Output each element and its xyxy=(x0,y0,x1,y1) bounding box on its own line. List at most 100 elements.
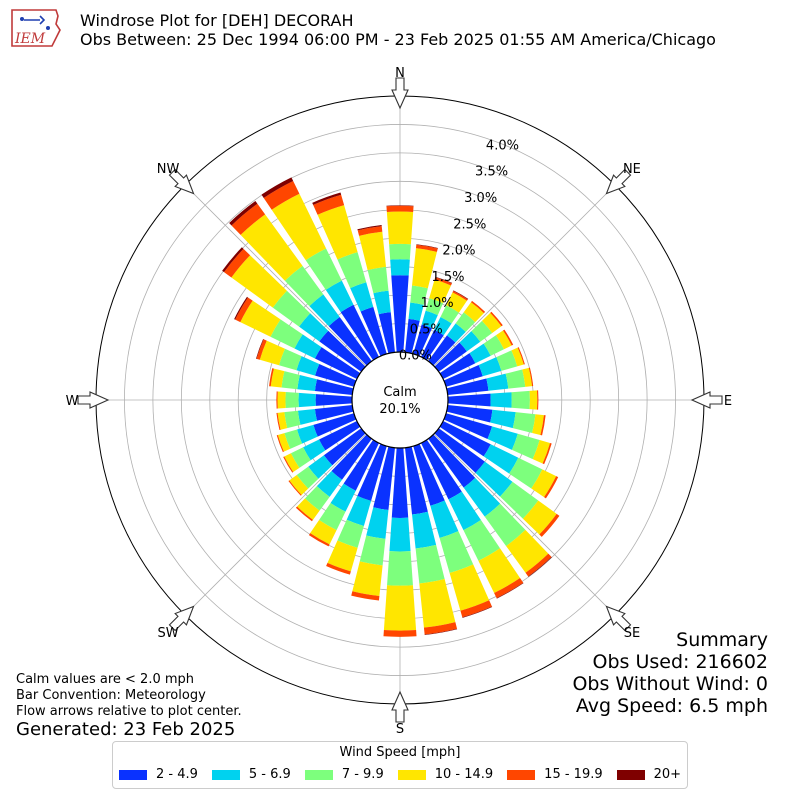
bar-dir230-s3 xyxy=(289,475,309,495)
bar-dir300-s4 xyxy=(235,297,253,323)
bar-dir350-s4 xyxy=(357,226,383,236)
bar-dir210-s3 xyxy=(310,519,337,545)
bar-dir0-s1 xyxy=(390,259,410,276)
bar-dir30-s1 xyxy=(434,316,452,336)
bar-dir20-s0 xyxy=(413,324,433,357)
bar-dir120-s0 xyxy=(439,421,491,457)
bar-dir330-s5 xyxy=(261,177,294,198)
axis-labels: N NE E SE S SW W NW 0.0% 0.5% 1.0% 1.5% 2.0% 2.5% 3.0%… xyxy=(66,66,733,737)
legend-item-1: 5 - 6.9 xyxy=(211,767,291,782)
bar-dir290-s5 xyxy=(255,339,264,359)
bar-dir220-s2 xyxy=(305,486,330,511)
bar-dir170-s5 xyxy=(424,628,458,636)
legend-label-5: 20+ xyxy=(653,767,682,782)
bar-dir230-s2 xyxy=(296,466,319,489)
bar-dir140-s2 xyxy=(484,503,526,547)
legend-swatch-2 xyxy=(304,769,333,780)
flow-arrow-sw xyxy=(168,605,195,632)
bar-dir70-s1 xyxy=(478,357,502,377)
bar-dir340-s4 xyxy=(313,194,345,215)
bar-dir200-s1 xyxy=(346,495,372,526)
bar-dir50-s1 xyxy=(459,331,481,352)
flow-arrows xyxy=(77,77,723,723)
bar-dir320-s4 xyxy=(231,203,266,235)
bar-dir270-s1 xyxy=(298,392,316,408)
bar-dir90-s1 xyxy=(490,392,512,408)
bar-dir60-s0 xyxy=(439,353,476,379)
bar-dir120-s2 xyxy=(509,457,543,489)
bar-dir100-s3 xyxy=(532,414,544,436)
bar-dir120-s1 xyxy=(483,444,519,474)
bar-dir310-s1 xyxy=(299,313,329,342)
bar-dir60-s4 xyxy=(502,329,514,346)
compass-label-e: E xyxy=(724,394,732,409)
bar-convention-note: Bar Convention: Meteorology xyxy=(16,688,206,703)
bar-dir40-s1 xyxy=(446,323,466,343)
bar-dir110-s4 xyxy=(542,443,552,465)
bar-dir250-s2 xyxy=(284,429,303,449)
bar-dir130-s1 xyxy=(475,461,513,497)
bar-dir240-s4 xyxy=(283,456,294,473)
bar-dir10-s1 xyxy=(408,302,424,321)
bar-dir330-s3 xyxy=(271,193,327,261)
bar-dir200-s0 xyxy=(357,443,387,501)
bar-dir170-s4 xyxy=(423,622,458,635)
legend: Wind Speed [mph] 2 - 4.9 5 - 6.9 7 - 9.9 10… xyxy=(112,741,688,789)
bar-dir280-s4 xyxy=(269,368,274,387)
bar-dir140-s1 xyxy=(463,477,501,517)
legend-swatch-3 xyxy=(397,769,426,780)
bar-dir150-s0 xyxy=(421,439,462,500)
compass-label-s: S xyxy=(396,722,404,737)
bar-dir70-s4 xyxy=(517,347,525,365)
calm-label: Calm xyxy=(383,385,416,400)
radial-tick-label-8: 4.0% xyxy=(486,138,519,153)
bar-dir260-s3 xyxy=(277,412,288,430)
bar-dir170-s2 xyxy=(415,544,445,584)
bar-dir20-s3 xyxy=(429,279,451,304)
bar-dir190-s0 xyxy=(373,446,395,510)
flow-arrow-s xyxy=(391,690,409,723)
bar-dir10-s3 xyxy=(412,248,437,289)
bar-dir260-s1 xyxy=(297,408,317,425)
bar-dir130-s3 xyxy=(522,500,557,535)
generated-date: Generated: 23 Feb 2025 xyxy=(16,719,236,740)
summary-title: Summary xyxy=(676,629,768,651)
bar-dir40-s0 xyxy=(428,335,456,366)
bar-dir140-s5 xyxy=(528,556,552,577)
legend-label-3: 10 - 14.9 xyxy=(434,767,494,782)
legend-swatch-4 xyxy=(507,769,536,780)
bar-dir220-s4 xyxy=(295,506,313,522)
bar-dir50-s3 xyxy=(481,312,502,333)
bar-dir80-s1 xyxy=(486,373,509,391)
legend-item-3: 10 - 14.9 xyxy=(397,767,494,782)
bar-dir280-s1 xyxy=(297,375,317,392)
bar-dir160-s3 xyxy=(449,564,490,611)
bar-dir250-s3 xyxy=(277,433,291,452)
bar-dir70-s2 xyxy=(496,350,518,371)
bar-dir300-s3 xyxy=(240,300,281,337)
bar-dir200-s3 xyxy=(327,540,358,572)
bar-dir0-s3 xyxy=(386,211,414,245)
bar-dir350-s5 xyxy=(357,224,382,231)
flow-arrow-nw xyxy=(168,168,195,195)
bar-dir50-s4 xyxy=(490,311,503,327)
legend-swatch-0 xyxy=(119,769,147,780)
bar-dir240-s3 xyxy=(284,453,300,473)
bar-dir210-s2 xyxy=(319,502,346,531)
bar-dir20-s4 xyxy=(434,277,452,286)
compass-label-se: SE xyxy=(624,626,640,641)
bar-dir80-s3 xyxy=(522,367,533,387)
bar-dir230-s1 xyxy=(308,455,333,479)
logo-text: IEM xyxy=(14,31,46,47)
bar-dir230-s0 xyxy=(323,428,366,466)
bar-dir190-s1 xyxy=(366,507,389,539)
bar-dir340-s1 xyxy=(350,282,374,312)
windrose-bars xyxy=(222,177,560,637)
bar-dir240-s1 xyxy=(303,439,326,461)
flow-arrows-note: Flow arrows relative to plot center. xyxy=(16,704,242,719)
bar-dir310-s5 xyxy=(222,247,244,273)
radial-tick-label-4: 2.0% xyxy=(442,244,475,259)
bar-dir260-s4 xyxy=(276,412,281,431)
bar-dir10-s0 xyxy=(405,318,420,354)
